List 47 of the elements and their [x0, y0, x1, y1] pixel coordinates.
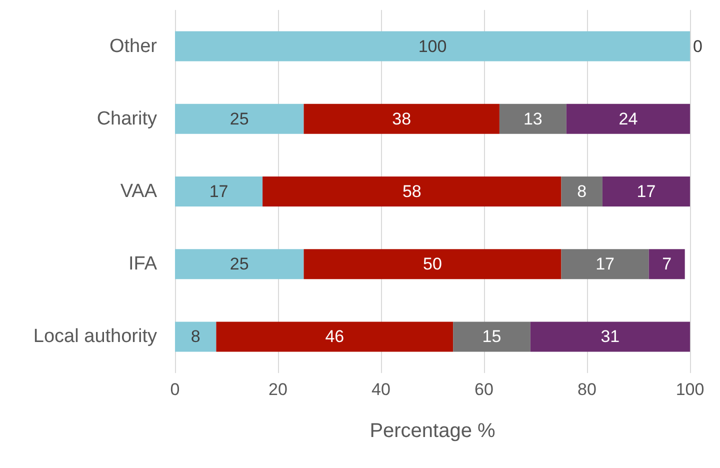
x-tick-label: 40 — [372, 380, 390, 399]
y-tick-label: Local authority — [33, 326, 158, 348]
bar — [304, 104, 500, 134]
x-tick-label: 0 — [170, 380, 180, 399]
data-label: 58 — [402, 182, 422, 201]
data-label: 8 — [577, 182, 587, 201]
bar — [304, 249, 562, 280]
bar — [175, 176, 263, 206]
bar — [175, 249, 304, 280]
bar — [175, 104, 304, 134]
data-label: 8 — [190, 327, 200, 346]
data-label: 7 — [662, 254, 672, 274]
bar — [262, 176, 562, 206]
data-label: 13 — [523, 109, 542, 128]
bar — [602, 176, 690, 206]
data-label: 24 — [618, 109, 638, 128]
data-label: 50 — [423, 254, 442, 274]
data-label: 38 — [392, 109, 412, 128]
data-label: 25 — [230, 254, 249, 274]
bar — [566, 104, 690, 134]
x-tick-label: 60 — [474, 380, 494, 399]
bar — [216, 322, 454, 352]
bar — [453, 322, 530, 352]
data-label: 100 — [418, 36, 447, 56]
y-tick-label: IFA — [128, 254, 158, 275]
data-label: 46 — [325, 327, 344, 346]
bar — [499, 104, 566, 134]
y-tick-label: Other — [109, 36, 158, 57]
data-label: 0 — [693, 36, 702, 56]
x-tick-label: 20 — [268, 380, 288, 399]
x-axis-title: Percentage % — [370, 420, 496, 442]
bar — [175, 31, 690, 62]
bar — [561, 249, 649, 280]
bar — [530, 322, 690, 352]
data-label: 25 — [230, 109, 249, 128]
bar — [648, 249, 685, 280]
x-tick-label: 80 — [578, 380, 596, 399]
y-tick-label: VAA — [120, 181, 158, 202]
bar — [561, 176, 602, 206]
data-label: 17 — [596, 254, 614, 274]
x-tick-label: 100 — [676, 380, 704, 399]
data-label: 17 — [636, 182, 656, 201]
data-label: 31 — [600, 327, 620, 346]
data-label: 15 — [482, 327, 502, 346]
data-label: 17 — [209, 182, 228, 201]
bar — [175, 322, 216, 352]
y-tick-label: Charity — [96, 108, 158, 130]
